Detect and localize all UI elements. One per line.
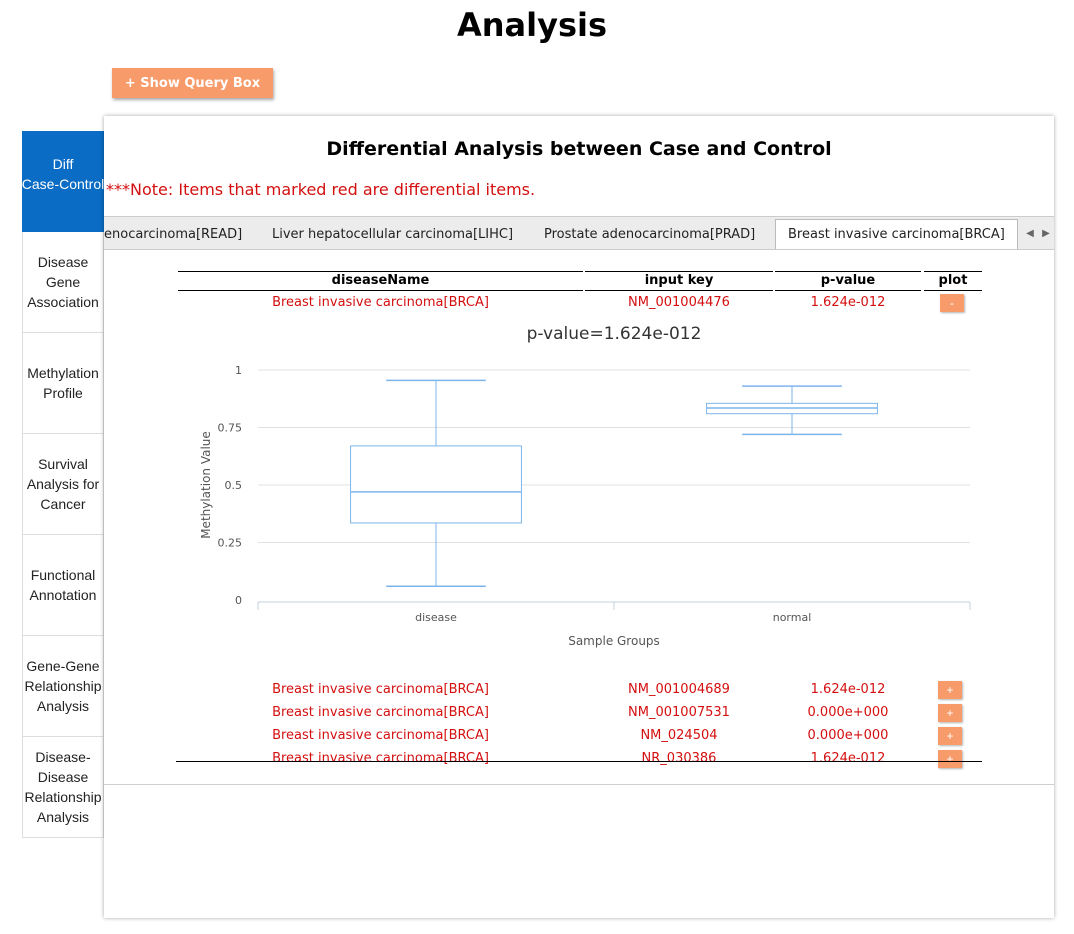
p-value-cell: 1.624e-012 (810, 295, 886, 310)
tab-lihc[interactable]: Liver hepatocellular carcinoma[LIHC] (272, 227, 514, 242)
content-box: Differential Analysis between Case and C… (104, 116, 1054, 785)
sidebar: Diff Case-Control Disease Gene Associati… (21, 131, 112, 838)
x-tick-label: disease (415, 611, 457, 624)
input-key-cell: NR_030386 (641, 751, 717, 766)
sidebar-item-label: Diff Case-Control (21, 155, 105, 192)
disease-name-cell: Breast invasive carcinoma[BRCA] (272, 705, 489, 720)
panel-title: Differential Analysis between Case and C… (326, 138, 832, 160)
table-row: Breast invasive carcinoma[BRCA] NM_00100… (178, 679, 982, 702)
p-value-cell: 0.000e+000 (807, 705, 889, 720)
expand-plot-button[interactable]: + (938, 750, 962, 768)
input-key-cell: NM_001004476 (628, 295, 730, 310)
y-tick-label: 0.5 (225, 479, 243, 492)
box-disease (350, 445, 522, 524)
chart-title: p-value=1.624e-012 (527, 324, 702, 344)
disease-name-cell: Breast invasive carcinoma[BRCA] (272, 751, 489, 766)
analysis-panel: Differential Analysis between Case and C… (104, 116, 1054, 918)
header-disease-name: diseaseName (178, 271, 583, 291)
sidebar-item-label: Gene-Gene Relationship Analysis (24, 658, 102, 714)
chevron-left-icon[interactable]: ◀ (1026, 227, 1034, 239)
collapse-plot-button[interactable]: - (940, 294, 964, 312)
y-tick-label: 0.25 (218, 537, 243, 550)
tab-scroll-arrows: ◀ ▶ (1022, 217, 1054, 249)
table-row: Breast invasive carcinoma[BRCA] NR_03038… (178, 748, 982, 771)
tab-prad[interactable]: Prostate adenocarcinoma[PRAD] (544, 227, 756, 242)
show-query-box-button[interactable]: + Show Query Box (112, 68, 273, 98)
tab-brca[interactable]: Breast invasive carcinoma[BRCA] (775, 219, 1018, 249)
disease-name-cell: Breast invasive carcinoma[BRCA] (272, 295, 489, 310)
sidebar-item-label: Survival Analysis for Cancer (26, 456, 100, 512)
disease-name-cell: Breast invasive carcinoma[BRCA] (272, 728, 489, 743)
table-row: Breast invasive carcinoma[BRCA] NM_00100… (178, 292, 982, 315)
table-bottom-border (176, 761, 982, 762)
sidebar-item-disease-gene-association[interactable]: Disease Gene Association (22, 232, 104, 333)
x-axis-label: Sample Groups (568, 634, 660, 648)
expand-plot-button[interactable]: + (938, 681, 962, 699)
sidebar-item-gene-gene-relationship[interactable]: Gene-Gene Relationship Analysis (22, 636, 104, 737)
results-table: diseaseName input key p-value plot Breas… (178, 271, 982, 771)
table-row: Breast invasive carcinoma[BRCA] NM_00100… (178, 702, 982, 725)
p-value-cell: 1.624e-012 (810, 682, 886, 697)
sidebar-item-label: Functional Annotation (29, 567, 97, 603)
chevron-right-icon[interactable]: ▶ (1042, 227, 1050, 239)
boxplot-chart: p-value=1.624e-012 0 0.25 0.5 0.75 1 disease no… (199, 324, 971, 648)
y-tick-label: 1 (235, 364, 242, 377)
y-tick-label: 0.75 (218, 422, 243, 435)
sidebar-item-disease-disease-relationship[interactable]: Disease- Disease Relationship Analysis (22, 737, 104, 838)
disease-tabs: enocarcinoma[READ] Liver hepatocellular … (104, 216, 1054, 250)
sidebar-item-label: Methylation Profile (27, 365, 99, 401)
table-header: diseaseName input key p-value plot (178, 271, 982, 292)
y-axis-label: Methylation Value (199, 431, 213, 539)
input-key-cell: NM_024504 (640, 728, 718, 743)
disease-name-cell: Breast invasive carcinoma[BRCA] (272, 682, 489, 697)
expand-plot-button[interactable]: + (938, 727, 962, 745)
sidebar-item-label: Disease- Disease Relationship Analysis (24, 749, 102, 825)
header-p-value: p-value (775, 271, 921, 291)
sidebar-item-methylation-profile[interactable]: Methylation Profile (22, 333, 104, 434)
input-key-cell: NM_001007531 (628, 705, 730, 720)
sidebar-item-label: Disease Gene Association (27, 254, 99, 310)
sidebar-item-functional-annotation[interactable]: Functional Annotation (22, 535, 104, 636)
tab-read[interactable]: enocarcinoma[READ] (104, 227, 243, 242)
x-tick-label: normal (773, 611, 812, 624)
sidebar-item-diff-case-control[interactable]: Diff Case-Control (21, 131, 112, 232)
header-plot: plot (924, 271, 982, 291)
expand-plot-button[interactable]: + (938, 704, 962, 722)
p-value-cell: 1.624e-012 (810, 751, 886, 766)
input-key-cell: NM_001004689 (628, 682, 730, 697)
boxplot-container: p-value=1.624e-012 0 0.25 0.5 0.75 1 disease no… (178, 315, 982, 679)
page-title: Analysis (456, 6, 608, 44)
y-tick-label: 0 (235, 594, 242, 607)
differential-note: ***Note: Items that marked red are diffe… (106, 180, 536, 199)
table-row: Breast invasive carcinoma[BRCA] NM_02450… (178, 725, 982, 748)
sidebar-item-survival-analysis[interactable]: Survival Analysis for Cancer (22, 434, 104, 535)
p-value-cell: 0.000e+000 (807, 728, 889, 743)
header-input-key: input key (585, 271, 773, 291)
